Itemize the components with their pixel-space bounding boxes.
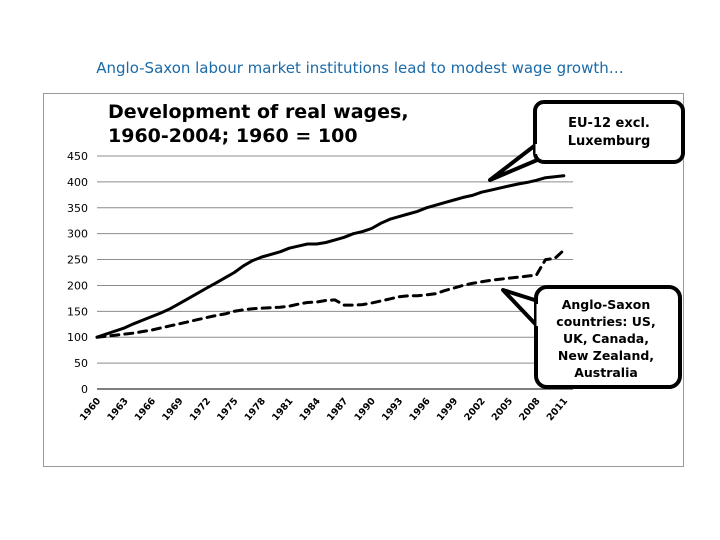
- callout-anglo-line-2: countries: US,: [556, 314, 655, 329]
- y-axis-ticks: 0 50 100 150 200 250 300 350 400 450: [67, 150, 88, 396]
- y-tick-label: 0: [81, 383, 88, 396]
- callout-anglo-line-5: Australia: [574, 365, 638, 380]
- chart-title-line-1: Development of real wages,: [108, 101, 409, 123]
- x-tick-label: 1972: [188, 396, 213, 423]
- y-tick-label: 200: [67, 279, 88, 292]
- x-tick-label: 2005: [490, 396, 515, 423]
- y-tick-label: 300: [67, 228, 88, 241]
- x-tick-label: 1996: [407, 396, 433, 424]
- x-tick-label: 2008: [517, 396, 543, 424]
- series-line-eu12: [95, 174, 566, 339]
- callout-anglo-line-1: Anglo-Saxon: [562, 297, 651, 312]
- callout-eu12-line-2: Luxemburg: [568, 134, 651, 149]
- callout-eu12: EU-12 excl. Luxemburg: [488, 100, 685, 182]
- callout-anglo-line-4: New Zealand,: [558, 348, 654, 363]
- x-tick-label: 1981: [270, 396, 295, 423]
- x-axis-ticks: 1960 1963 1966 1969 1972 1975 1978 1981 1984 1987…: [78, 396, 570, 424]
- x-tick-label: 2011: [545, 396, 570, 423]
- x-tick-label: 1960: [78, 396, 104, 424]
- x-tick-label: 1987: [325, 396, 350, 423]
- series-lines: [95, 174, 566, 339]
- gridlines: [97, 155, 573, 390]
- x-tick-label: 2002: [462, 396, 487, 423]
- y-tick-label: 150: [67, 305, 88, 318]
- x-tick-label: 1999: [435, 396, 460, 423]
- x-tick-label: 1993: [380, 396, 405, 423]
- callout-eu12-box: [533, 100, 685, 164]
- x-tick-label: 1966: [133, 396, 159, 424]
- x-tick-label: 1984: [298, 396, 324, 424]
- page-headline: Anglo-Saxon labour market institutions l…: [96, 59, 624, 77]
- callout-eu12-line-1: EU-12 excl.: [568, 116, 650, 131]
- callout-anglo-box: [534, 285, 682, 389]
- x-tick-label: 1969: [160, 396, 185, 423]
- chart-frame: [43, 93, 684, 467]
- y-tick-label: 100: [67, 331, 88, 344]
- callout-anglo-line-3: UK, Canada,: [563, 331, 649, 346]
- callout-anglo-saxon: Anglo-Saxon countries: US, UK, Canada, N…: [501, 285, 682, 389]
- x-tick-label: 1978: [243, 396, 269, 424]
- series-line-anglo-saxon: [95, 248, 566, 339]
- y-tick-label: 250: [67, 254, 88, 267]
- x-tick-label: 1975: [215, 396, 240, 423]
- y-tick-label: 450: [67, 150, 88, 163]
- y-tick-label: 50: [74, 357, 88, 370]
- chart-title-line-2: 1960-2004; 1960 = 100: [108, 125, 358, 147]
- y-tick-label: 400: [67, 176, 88, 189]
- x-tick-label: 1963: [105, 396, 130, 423]
- y-tick-label: 350: [67, 202, 88, 215]
- x-tick-label: 1990: [352, 396, 378, 424]
